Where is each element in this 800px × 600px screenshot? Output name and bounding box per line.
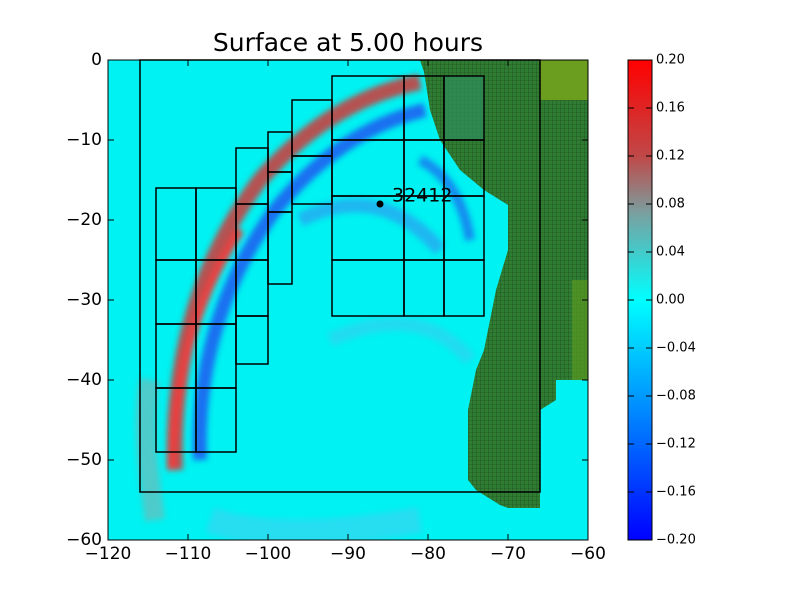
colorbar-tick-label: 0.20 — [656, 53, 685, 68]
x-tick-label: −120 — [85, 544, 132, 564]
colorbar-tick-label: −0.04 — [656, 341, 696, 356]
colorbar-tick-label: 0.08 — [656, 197, 685, 212]
field — [108, 60, 588, 540]
chart-title: Surface at 5.00 hours — [213, 28, 483, 57]
colorbar-tick-label: 0.12 — [656, 149, 685, 164]
y-tick-label: −30 — [66, 290, 102, 310]
x-tick-label: −80 — [410, 544, 446, 564]
x-tick-label: −70 — [490, 544, 526, 564]
colorbar-tick-label: −0.16 — [656, 485, 696, 500]
y-tick-label: 0 — [91, 50, 102, 70]
colorbar-tick-label: 0.16 — [656, 101, 685, 116]
x-tick-label: −110 — [165, 544, 212, 564]
grid-patch — [195, 387, 237, 453]
colorbar-tick-label: 0.04 — [656, 245, 685, 260]
grid-patch — [443, 259, 485, 317]
y-tick-label: −20 — [66, 210, 102, 230]
gauge-label: 32412 — [392, 185, 452, 207]
colorbar-tick-label: −0.12 — [656, 437, 696, 452]
y-tick-label: −10 — [66, 130, 102, 150]
colorbar-tick-label: −0.20 — [656, 533, 696, 548]
y-tick-label: −60 — [66, 530, 102, 550]
grid-patch — [267, 211, 293, 285]
colorbar-tick-label: 0.00 — [656, 293, 685, 308]
gauge-point — [376, 200, 384, 208]
colorbar-tick-label: −0.08 — [656, 389, 696, 404]
x-tick-label: −100 — [245, 544, 292, 564]
x-tick-label: −90 — [330, 544, 366, 564]
x-tick-label: −60 — [570, 544, 606, 564]
y-tick-label: −50 — [66, 450, 102, 470]
grid-patch — [235, 315, 269, 365]
grid-patch — [139, 59, 541, 493]
y-tick-label: −40 — [66, 370, 102, 390]
